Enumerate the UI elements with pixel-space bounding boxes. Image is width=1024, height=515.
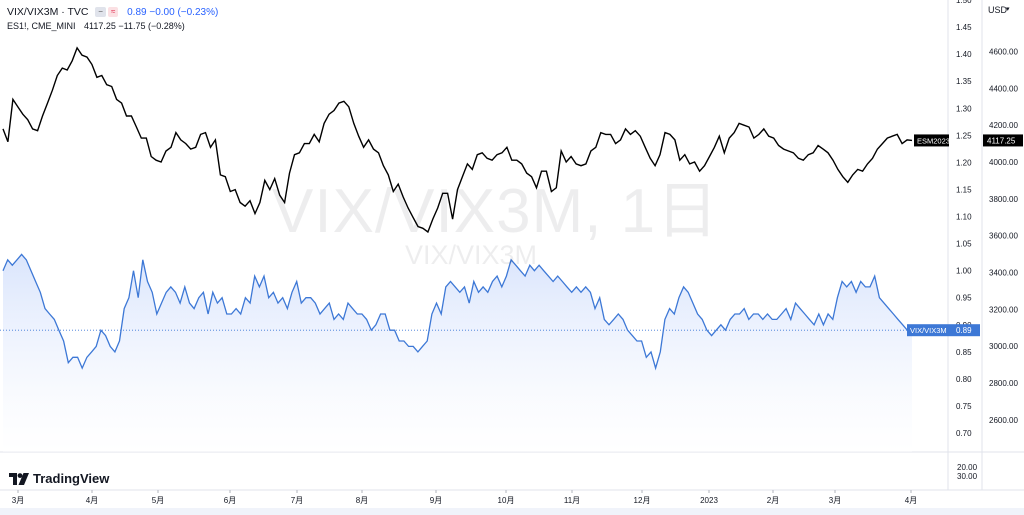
es-last-value-badge [983, 134, 1023, 147]
es-name-tag-label: ESM2023 [917, 136, 950, 145]
right-axis-tick-label: 4200.00 [989, 121, 1018, 130]
time-axis-label: 7月 [291, 496, 303, 505]
tradingview-logo-icon [9, 472, 29, 485]
vix-series-line [2, 253, 912, 371]
left-axis-tick-label: 1.50 [956, 0, 972, 5]
right-axis-tick-label: 3000.00 [989, 342, 1018, 351]
vix-last-value-badge [949, 324, 980, 337]
main-values-label: 0.89 −0.00 (−0.23%) [127, 7, 219, 18]
time-axis-label: 11月 [564, 496, 580, 505]
vix-last-value-label: 0.89 [956, 326, 972, 335]
left-axis-tick-label: 1.20 [956, 158, 972, 167]
compare-mode-icon[interactable]: ≈ [107, 7, 119, 18]
compare-symbol-label: ES1!, CME_MINI [7, 21, 76, 31]
left-axis-tick-label: 1.10 [956, 213, 972, 222]
time-axis-label: 3月 [12, 496, 24, 505]
right-axis-tick-label: 2600.00 [989, 416, 1018, 425]
right-axis-tick-label: 4000.00 [989, 158, 1018, 167]
left-axis-tick-label: 1.25 [956, 131, 972, 140]
tradingview-logo[interactable]: TradingView [9, 471, 109, 486]
time-axis-label: 4月 [905, 496, 917, 505]
es-name-tag [914, 134, 949, 147]
time-axis-label: 12月 [634, 496, 651, 505]
es-last-value-label: 4117.25 [987, 136, 1016, 145]
left-axis-tick-label: 0.95 [956, 294, 972, 303]
compare-values-label: 4117.25 −11.75 (−0.28%) [84, 21, 185, 31]
time-axis-label: 2023 [700, 496, 718, 505]
time-axis-label: 3月 [829, 496, 841, 505]
time-axis-label: 5月 [152, 496, 164, 505]
vix-name-tag-label: VIX/VIX3M [910, 326, 947, 335]
left-axis-tick-label: 1.00 [956, 267, 972, 276]
right-axis-tick-label: 3600.00 [989, 232, 1018, 241]
compare-series-legend[interactable]: ES1!, CME_MINI 4117.25 −11.75 (−0.28%) [7, 21, 185, 31]
secondary-axis-tick-label: 20.00 [957, 463, 978, 472]
brand-label: TradingView [33, 471, 110, 486]
right-axis-tick-label: 3800.00 [989, 195, 1018, 204]
right-axis-tick-label: 3200.00 [989, 305, 1018, 314]
vix-area-fill [3, 254, 912, 452]
time-axis-label: 4月 [86, 496, 98, 505]
collapse-icon[interactable]: − [95, 7, 106, 18]
vix-name-tag [907, 324, 949, 337]
time-axis-label: 6月 [224, 496, 236, 505]
es-series-line [2, 46, 913, 234]
time-axis-label: 10月 [498, 496, 515, 505]
time-axis-label: 2月 [767, 496, 779, 505]
left-axis-tick-label: 1.40 [956, 50, 972, 59]
left-axis-tick-label: 1.45 [956, 23, 972, 32]
secondary-axis-tick-label: 30.00 [957, 472, 978, 481]
left-axis-tick-label: 0.75 [956, 402, 972, 411]
right-axis-tick-label: 4600.00 [989, 48, 1018, 57]
watermark-sub: VIX/VIX3M [405, 240, 538, 270]
left-axis-tick-label: 1.05 [956, 240, 972, 249]
main-symbol-label: VIX/VIX3M · TVC [7, 6, 89, 18]
left-axis-tick-label: 0.70 [956, 429, 972, 438]
horizontal-scrollbar [0, 508, 1024, 515]
watermark-main: VIX/VIX3M, 1日 [272, 177, 720, 246]
chevron-down-icon[interactable]: ▾ [1006, 6, 1010, 13]
left-axis-tick-label: 1.15 [956, 185, 972, 194]
time-axis-label: 8月 [356, 496, 368, 505]
currency-selector[interactable]: USD [988, 5, 1008, 15]
left-axis-tick-label: 1.35 [956, 77, 972, 86]
right-axis-tick-label: 3400.00 [989, 268, 1018, 277]
left-axis-tick-label: 0.85 [956, 348, 972, 357]
left-axis-tick-label: 0.80 [956, 375, 972, 384]
time-axis-label: 9月 [430, 496, 442, 505]
right-axis-tick-label: 2800.00 [989, 379, 1018, 388]
left-axis-tick-label: 1.30 [956, 104, 972, 113]
main-series-legend[interactable]: VIX/VIX3M · TVC − ≈ 0.89 −0.00 (−0.23%) [7, 6, 218, 18]
right-axis-tick-label: 4400.00 [989, 84, 1018, 93]
